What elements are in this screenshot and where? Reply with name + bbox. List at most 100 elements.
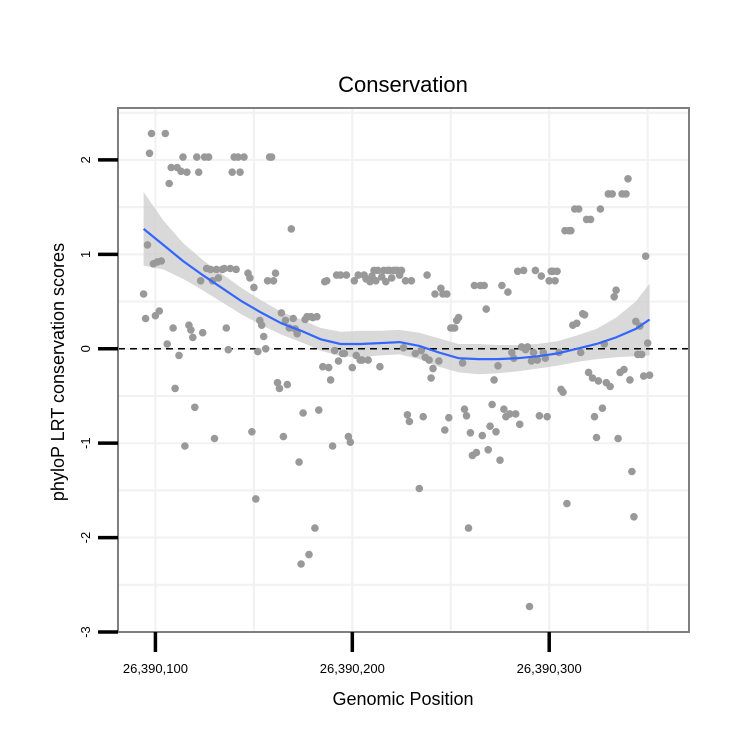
data-point bbox=[214, 274, 223, 282]
data-point bbox=[630, 513, 638, 521]
data-point bbox=[354, 271, 363, 279]
data-point bbox=[626, 376, 634, 384]
data-point bbox=[441, 426, 449, 434]
data-point bbox=[194, 168, 203, 176]
data-point bbox=[228, 168, 236, 176]
data-point bbox=[167, 163, 175, 172]
data-point bbox=[500, 405, 508, 414]
data-point bbox=[496, 456, 504, 465]
data-point bbox=[326, 376, 335, 384]
data-point bbox=[513, 267, 522, 276]
data-point bbox=[511, 410, 520, 418]
data-point bbox=[559, 388, 567, 397]
chart-title: Conservation bbox=[338, 72, 468, 97]
data-point bbox=[263, 277, 272, 285]
data-point bbox=[429, 364, 437, 373]
data-point bbox=[346, 438, 355, 447]
data-point bbox=[328, 442, 337, 450]
data-point bbox=[250, 283, 258, 292]
data-point bbox=[364, 356, 372, 364]
data-point bbox=[193, 153, 201, 161]
data-point bbox=[297, 560, 305, 568]
data-point bbox=[248, 428, 256, 436]
x-axis-label: Genomic Position bbox=[332, 689, 473, 709]
data-point bbox=[484, 446, 493, 454]
data-point bbox=[606, 382, 614, 391]
data-point bbox=[141, 314, 150, 323]
data-point bbox=[525, 602, 534, 611]
data-point bbox=[283, 380, 292, 389]
data-point bbox=[445, 413, 453, 422]
data-point bbox=[236, 168, 244, 176]
data-point bbox=[183, 168, 191, 176]
data-point bbox=[348, 363, 357, 372]
data-point bbox=[596, 205, 605, 213]
panel-border bbox=[117, 107, 690, 633]
data-point bbox=[628, 467, 636, 476]
data-point bbox=[462, 412, 471, 420]
data-point bbox=[437, 284, 445, 293]
data-point bbox=[614, 434, 622, 443]
data-point bbox=[403, 411, 412, 419]
data-point bbox=[586, 215, 595, 224]
x-tick-label: 26,390,300 bbox=[517, 661, 582, 676]
data-point bbox=[358, 356, 367, 364]
data-point bbox=[175, 351, 183, 360]
data-point bbox=[179, 153, 187, 161]
data-point bbox=[598, 404, 607, 413]
grid-lines bbox=[118, 108, 689, 632]
data-point bbox=[506, 410, 514, 418]
data-point bbox=[293, 329, 302, 338]
data-point bbox=[139, 290, 148, 298]
data-point bbox=[612, 286, 620, 295]
data-point bbox=[454, 313, 463, 322]
data-point bbox=[498, 281, 506, 290]
data-point bbox=[261, 345, 270, 353]
data-point bbox=[637, 350, 646, 359]
data-point bbox=[220, 264, 229, 273]
data-point bbox=[592, 433, 601, 442]
data-point bbox=[443, 290, 451, 298]
data-point bbox=[624, 175, 632, 183]
data-point bbox=[382, 277, 390, 286]
data-point bbox=[419, 412, 428, 421]
data-point bbox=[423, 271, 431, 279]
data-point bbox=[334, 357, 343, 365]
data-point bbox=[494, 362, 502, 370]
data-point bbox=[472, 448, 481, 457]
data-point bbox=[431, 290, 439, 298]
data-point bbox=[639, 372, 648, 380]
data-point bbox=[267, 153, 276, 161]
data-point bbox=[567, 226, 575, 235]
data-point bbox=[259, 332, 268, 341]
data-point bbox=[590, 412, 599, 421]
x-tick-label: 26,390,200 bbox=[320, 661, 385, 676]
data-point bbox=[397, 266, 406, 275]
data-point bbox=[311, 524, 319, 532]
data-point bbox=[147, 129, 156, 138]
data-point bbox=[417, 346, 426, 355]
data-point bbox=[212, 265, 221, 274]
data-point bbox=[165, 179, 173, 188]
data-point bbox=[210, 434, 219, 443]
data-point bbox=[246, 274, 254, 282]
y-tick-label: 2 bbox=[78, 156, 93, 163]
data-point bbox=[574, 205, 583, 213]
y-axis-label: phyloP LRT conservation scores bbox=[48, 243, 68, 501]
data-point bbox=[295, 458, 303, 466]
data-point bbox=[535, 412, 544, 420]
data-point bbox=[645, 371, 654, 380]
data-point bbox=[537, 272, 546, 280]
data-point bbox=[324, 363, 333, 372]
data-point bbox=[641, 252, 650, 260]
data-point bbox=[271, 269, 280, 278]
data-point bbox=[196, 277, 205, 285]
data-point bbox=[401, 277, 410, 285]
data-point bbox=[411, 349, 420, 358]
data-point bbox=[226, 264, 234, 273]
data-point bbox=[492, 428, 500, 436]
data-point bbox=[187, 326, 195, 334]
data-point bbox=[488, 400, 496, 409]
confidence-band bbox=[143, 192, 650, 375]
data-point bbox=[482, 305, 491, 313]
